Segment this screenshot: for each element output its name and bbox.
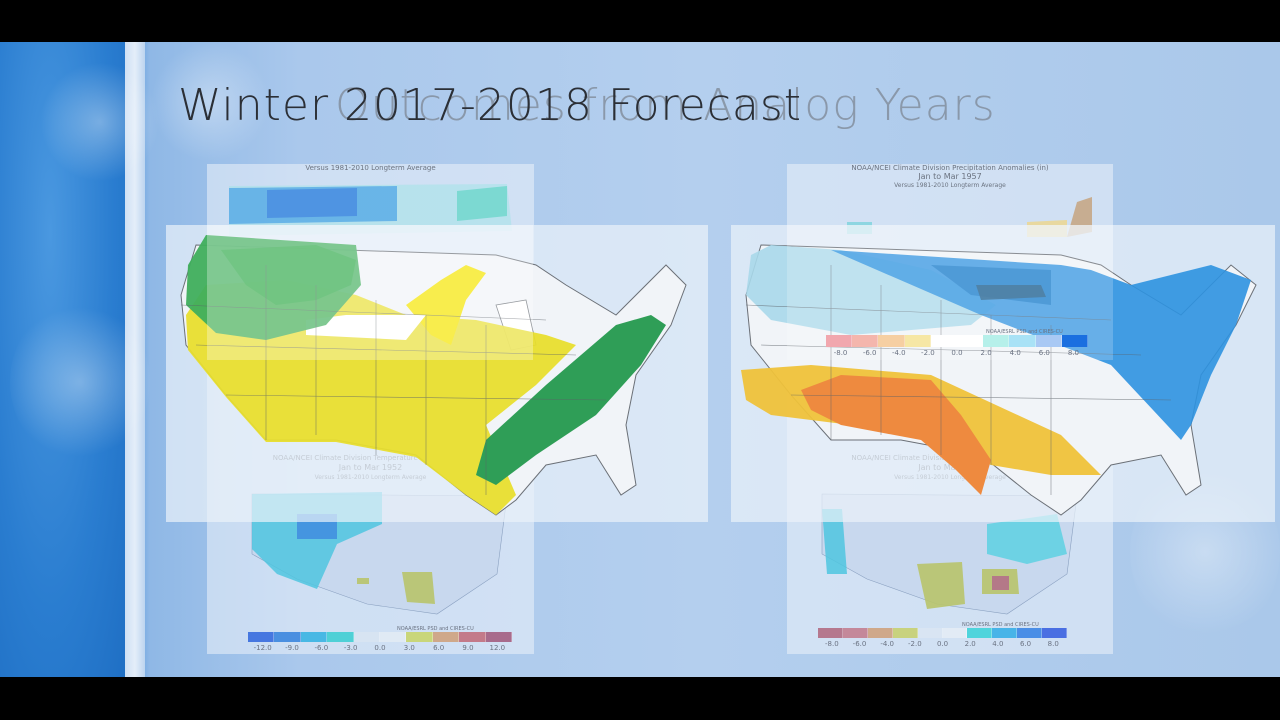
- temperature-forecast-panel: [166, 225, 708, 522]
- snowflake-decoration: [150, 42, 270, 162]
- legend-ticks: -8.0 -6.0 -4.0 -2.0 0.0 2.0 4.0 6.0 8.0: [818, 640, 1067, 648]
- inner-legend-credit: NOAA/ESRL PSD and CIRES-CU: [986, 329, 1063, 335]
- us-map-temperature-forecast: [180, 235, 687, 516]
- tick: -12.0: [253, 644, 272, 652]
- tick: 9.0: [462, 644, 474, 652]
- tick: -8.0: [825, 640, 839, 648]
- us-map-1952-precipitation: [821, 493, 1078, 615]
- snowflake-decoration: [40, 62, 160, 182]
- inner-legend-ticks: -8.0 -6.0 -4.0 -2.0 0.0 2.0 4.0 6.0 8.0: [826, 349, 1088, 357]
- letterbox-top: [0, 0, 1280, 42]
- tick: 0.0: [951, 349, 963, 357]
- background-blue-band: [0, 42, 125, 677]
- map-title: NOAA/NCEI Climate Division Precipitation…: [851, 164, 1049, 172]
- map-period: Jan to Mar 1957: [918, 172, 982, 181]
- map-subtitle: Versus 1981-2010 Longterm Average: [305, 164, 436, 172]
- tick: 0.0: [936, 640, 949, 648]
- tick: 6.0: [1038, 349, 1050, 357]
- faded-overlay: [207, 225, 533, 360]
- legend-credit: NOAA/ESRL PSD and CIRES-CU: [397, 626, 474, 632]
- tick: 8.0: [1047, 640, 1059, 648]
- tick: -2.0: [921, 349, 935, 357]
- tick: 6.0: [1019, 640, 1032, 648]
- tick: 12.0: [489, 644, 506, 652]
- inner-precipitation-legend: [826, 335, 1089, 347]
- tick: -4.0: [880, 640, 895, 648]
- tick: 0.0: [374, 644, 386, 652]
- tick: -6.0: [852, 640, 867, 648]
- map-subtitle: Versus 1981-2010 Longterm Average: [894, 182, 1006, 189]
- slide: Versus 1981-2010 Longterm Average NOAA/N…: [0, 42, 1280, 677]
- tick: -8.0: [833, 349, 848, 357]
- tick: 2.0: [980, 349, 992, 357]
- tick: 4.0: [992, 640, 1004, 648]
- tick: 6.0: [433, 644, 445, 652]
- us-map-1957-temperature: [229, 184, 512, 236]
- tick: -6.0: [314, 644, 329, 652]
- letterbox-bottom: [0, 677, 1280, 720]
- tick: 4.0: [1009, 349, 1021, 357]
- tick: 8.0: [1067, 349, 1079, 357]
- tick: -2.0: [908, 640, 922, 648]
- background-light-strip: [125, 42, 145, 677]
- precipitation-forecast-panel: NOAA/ESRL PSD and CIRES-CU -8.0 -6.0 -4.…: [731, 225, 1275, 522]
- tick: -3.0: [343, 644, 358, 652]
- tick: 3.0: [403, 644, 415, 652]
- snowflake-decoration: [10, 302, 150, 462]
- us-map-precipitation-forecast: [741, 244, 1257, 516]
- legend-credit: NOAA/ESRL PSD and CIRES-CU: [962, 622, 1039, 628]
- legend-ticks: -12.0 -9.0 -6.0 -3.0 0.0 3.0 6.0 9.0 12.…: [248, 644, 512, 652]
- tick: -6.0: [862, 349, 877, 357]
- tick: -4.0: [891, 349, 906, 357]
- tick: -9.0: [285, 644, 299, 652]
- tick: 2.0: [964, 640, 976, 648]
- precipitation-color-legend: [818, 628, 1068, 638]
- temperature-color-legend: [248, 632, 513, 642]
- incoming-slide-title: Outcomes from Analog Years: [335, 80, 996, 131]
- outgoing-slide-title: Winter 2017-2018 Forecast: [178, 80, 803, 131]
